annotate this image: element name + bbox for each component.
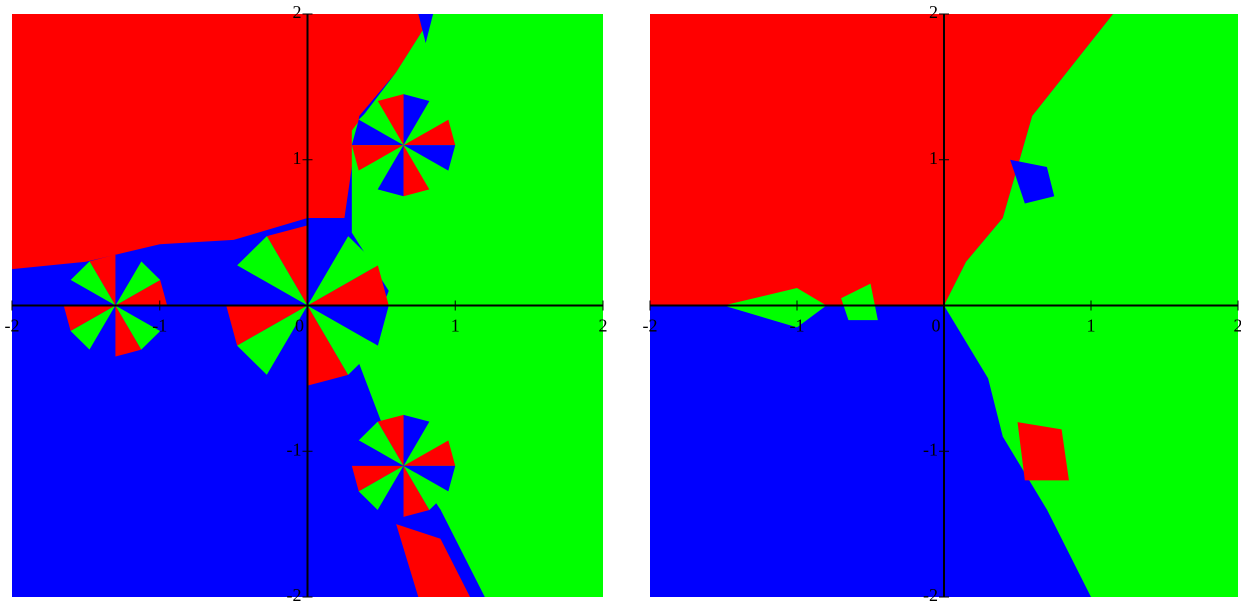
y-tick-label: 1 bbox=[929, 148, 938, 168]
x-tick-label: 1 bbox=[451, 316, 460, 336]
y-tick-label: 1 bbox=[293, 148, 302, 168]
x-tick-label: 1 bbox=[1087, 316, 1096, 336]
y-tick-label: -1 bbox=[287, 439, 302, 459]
y-tick-label: -1 bbox=[923, 439, 938, 459]
x-tick-label: 2 bbox=[599, 316, 608, 336]
x-tick-label: 2 bbox=[1234, 316, 1241, 336]
x-tick-label: -2 bbox=[5, 316, 20, 336]
panel: -2 -1 0 1 2 -2 -1 1 2 bbox=[643, 2, 1241, 601]
y-tick-label: -2 bbox=[287, 585, 302, 601]
basin-region bbox=[1018, 422, 1069, 480]
x-tick-label: 0 bbox=[295, 316, 304, 336]
y-tick-label: -2 bbox=[923, 585, 938, 601]
x-tick-label: 0 bbox=[932, 316, 941, 336]
x-tick-label: -1 bbox=[790, 316, 805, 336]
x-tick-label: -2 bbox=[643, 316, 658, 336]
panel: -2 -1 0 1 2 -2 -1 1 2 bbox=[5, 2, 608, 601]
y-tick-label: 2 bbox=[293, 2, 302, 22]
y-tick-label: 2 bbox=[929, 2, 938, 22]
x-tick-label: -1 bbox=[152, 316, 167, 336]
figure: -2 -1 0 1 2 -2 -1 1 2 -2 -1 0 1 2 -2 -1 1 2 bbox=[0, 0, 1241, 601]
